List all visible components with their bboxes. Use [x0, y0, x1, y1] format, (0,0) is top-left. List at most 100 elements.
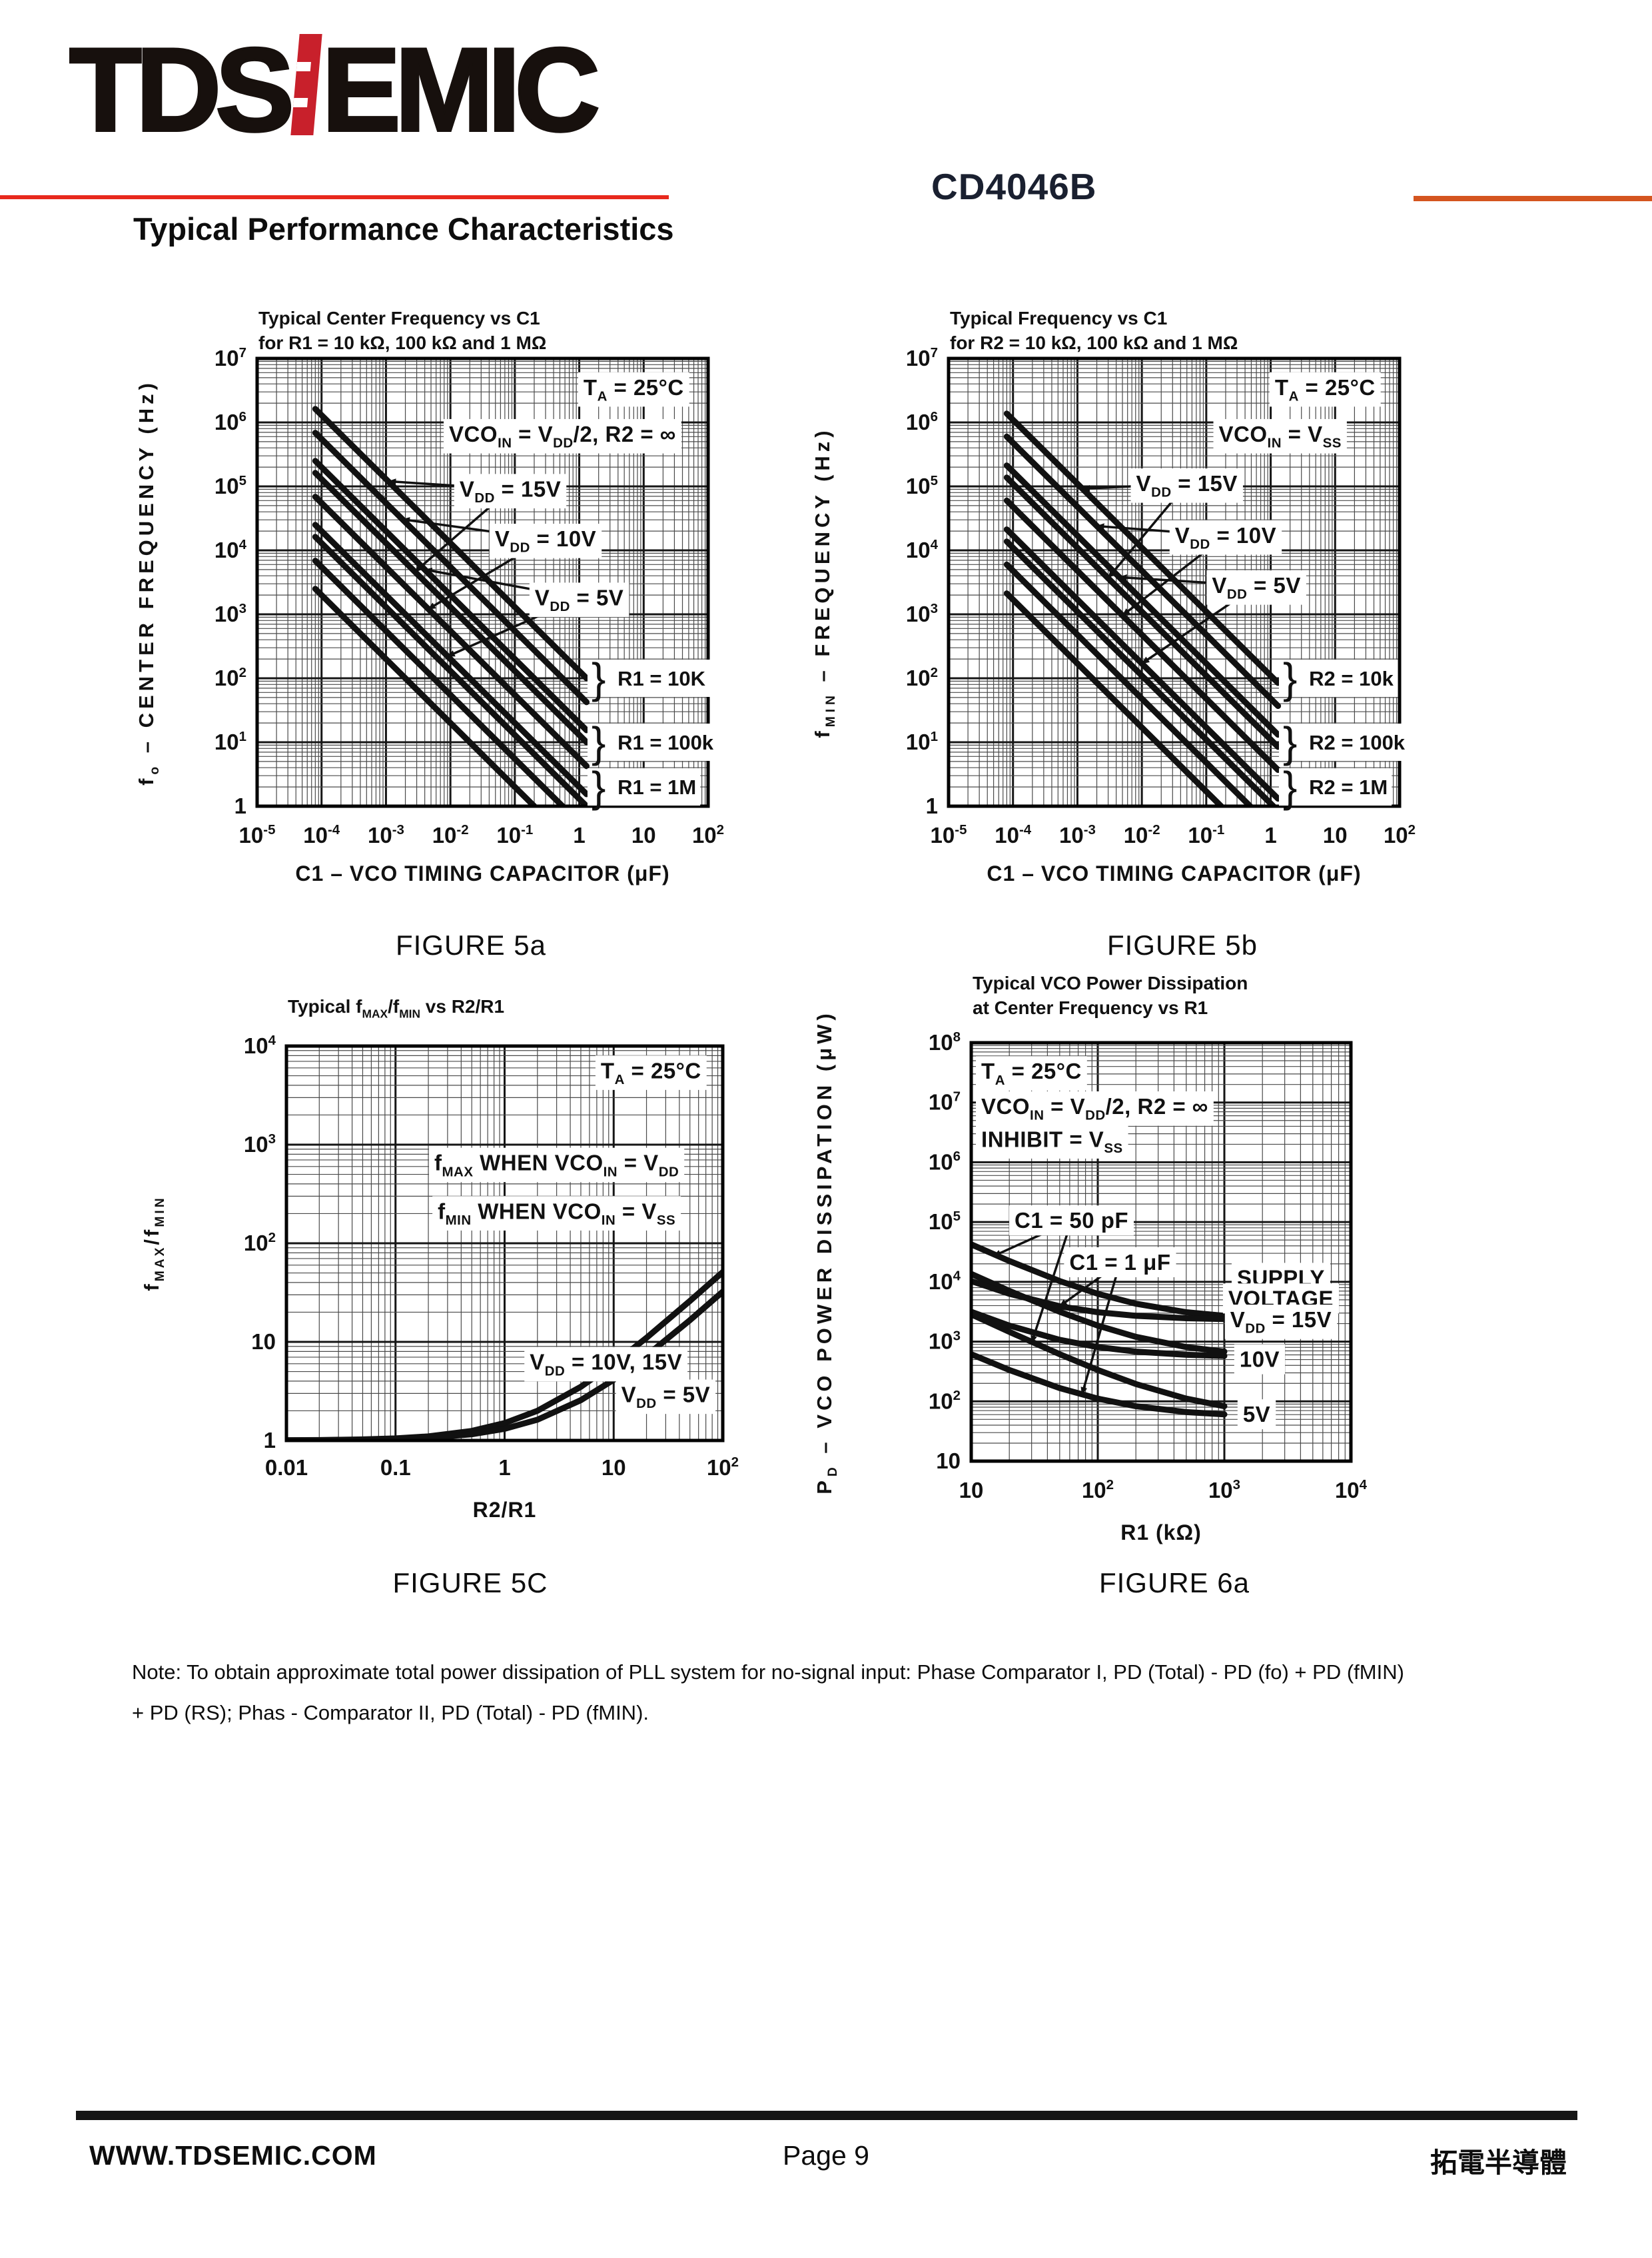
bracket-label: } R1 = 1M [587, 763, 701, 811]
series [971, 1241, 1228, 1418]
figure-5c-chart: TA = 25°C fMAX WHEN VCOIN = VDD fMIN WHEN … [140, 996, 739, 1522]
note-line-2: + PD (RS); Phas - Comparator II, PD (Tot… [132, 1701, 649, 1724]
bracket-label: } R2 = 1M [1278, 763, 1392, 811]
chart-label: 10-3 [368, 822, 404, 847]
chart-label: 10-2 [432, 822, 469, 847]
svg-text:10: 10 [631, 823, 656, 847]
svg-text:103: 103 [244, 1131, 276, 1157]
chart-label: C1 = 50 pF [1009, 1205, 1134, 1236]
svg-text:INHIBIT = VSS: INHIBIT = VSS [981, 1127, 1123, 1156]
svg-text:103: 103 [1208, 1477, 1240, 1502]
svg-text:1: 1 [926, 794, 938, 818]
chart-label: 10-3 [1059, 822, 1096, 847]
svg-text:VDD = 10V: VDD = 10V [1175, 523, 1276, 552]
chart-label: 103 [1208, 1477, 1240, 1502]
plot-border [969, 1041, 1353, 1463]
chart-label: 102 [244, 1230, 276, 1255]
chart-label: 10 [1323, 823, 1348, 847]
logo-accent-cut [293, 98, 308, 107]
chart-label: 10V [1234, 1344, 1286, 1375]
chart-label: 106 [214, 409, 246, 434]
svg-text:105: 105 [214, 473, 246, 498]
svg-text:102: 102 [906, 665, 938, 690]
y-axis-title: PD – VCO POWER DISSIPATION (μW) [813, 1009, 840, 1494]
svg-text:1: 1 [498, 1455, 510, 1480]
svg-text:Typical Center Frequency vs C1: Typical Center Frequency vs C1 [258, 308, 540, 328]
header-rule-left [0, 195, 669, 199]
footer-website: WWW.TDSEMIC.COM [89, 2140, 377, 2171]
svg-text:TA = 25°C: TA = 25°C [1275, 375, 1376, 404]
footer-company-name: 拓電半導體 [1430, 2147, 1567, 2178]
svg-text:10-4: 10-4 [303, 822, 340, 847]
svg-text:102: 102 [214, 665, 246, 690]
svg-text:R2/R1: R2/R1 [473, 1498, 537, 1522]
plot-border [255, 356, 710, 808]
annotation-arrow [1080, 1262, 1122, 1396]
series-line [971, 1278, 1228, 1323]
svg-text:103: 103 [906, 601, 938, 626]
chart-label: 10-5 [931, 822, 967, 847]
bracket-label: } R2 = 100k [1278, 718, 1410, 766]
chart-label: TA = 25°C [595, 1055, 707, 1090]
svg-text:VDD = 15V: VDD = 15V [1230, 1307, 1332, 1337]
chart-label: 1 [234, 794, 246, 818]
chart-label: at Center Frequency vs R1 [973, 997, 1208, 1018]
svg-text:VDD = 10V, 15V: VDD = 10V, 15V [530, 1350, 682, 1379]
svg-text:VDD = 5V: VDD = 5V [1212, 573, 1301, 602]
chart-label: 1 [573, 823, 585, 847]
svg-text:105: 105 [929, 1209, 961, 1234]
chart-label: 10 [631, 823, 656, 847]
company-logo: TDS EMIC [68, 22, 602, 157]
chart-label: R1 (kΩ) [1120, 1520, 1201, 1544]
series-line [1003, 410, 1282, 686]
svg-text:101: 101 [906, 729, 938, 754]
figure-5b-chart: TA = 25°C VCOIN = VSS VDD = 15V VDD = 10V VD… [811, 308, 1416, 885]
svg-text:C1 = 1 μF: C1 = 1 μF [1069, 1250, 1170, 1275]
svg-text:} R2 = 10k: } R2 = 10k [1283, 654, 1394, 702]
svg-text:104: 104 [214, 537, 247, 562]
series-line [312, 430, 590, 706]
svg-text:VDD = 5V: VDD = 5V [535, 585, 624, 614]
section-title: Typical Performance Characteristics [133, 211, 674, 247]
svg-text:103: 103 [214, 601, 246, 626]
svg-text:104: 104 [244, 1033, 276, 1058]
chart-label: 10-4 [995, 822, 1032, 847]
chart-label: 1 [498, 1455, 510, 1480]
svg-text:fMIN WHEN VCOIN = VSS: fMIN WHEN VCOIN = VSS [438, 1199, 675, 1228]
chart-label: 104 [1335, 1477, 1368, 1502]
chart-label: 104 [244, 1033, 276, 1058]
svg-text:10: 10 [251, 1329, 276, 1354]
svg-text:Typical Frequency vs C1: Typical Frequency vs C1 [950, 308, 1167, 328]
plot-border [947, 356, 1402, 808]
svg-text:106: 106 [906, 409, 938, 434]
svg-text:101: 101 [214, 729, 246, 754]
series-line [312, 586, 538, 806]
chart-label: 1 [926, 794, 938, 818]
svg-text:107: 107 [214, 345, 246, 370]
series-line [1003, 497, 1282, 774]
chart-label: C1 = 1 μF [1064, 1247, 1176, 1277]
note-line-1: Note: To obtain approximate total power … [132, 1660, 1404, 1684]
chart-label: 106 [929, 1149, 961, 1174]
svg-text:} R1 = 10K: } R1 = 10K [592, 654, 706, 702]
svg-text:Typical fMAX/fMIN vs R2/R1: Typical fMAX/fMIN vs R2/R1 [288, 996, 504, 1020]
chart-label: VDD = 5V [1206, 570, 1306, 605]
chart-label: 104 [929, 1269, 961, 1294]
chart-label: TA = 25°C [976, 1056, 1087, 1091]
svg-text:VDD = 15V: VDD = 15V [460, 476, 561, 506]
svg-text:104: 104 [929, 1269, 961, 1294]
series [312, 406, 590, 806]
chart-label: 10 [936, 1448, 961, 1473]
svg-text:10: 10 [959, 1478, 984, 1502]
chart-label: 105 [214, 473, 246, 498]
chart-label: 10-1 [496, 822, 533, 847]
svg-text:10-5: 10-5 [931, 822, 967, 847]
svg-text:5V: 5V [1243, 1402, 1270, 1426]
logo-accent-mark [290, 34, 322, 135]
svg-text:} R1 = 1M: } R1 = 1M [592, 763, 696, 811]
chart-label: C1 – VCO TIMING CAPACITOR (μF) [295, 861, 669, 885]
chart-label: VDD = 10V, 15V [524, 1347, 688, 1382]
chart-label: 103 [906, 601, 938, 626]
series-line [312, 522, 590, 798]
